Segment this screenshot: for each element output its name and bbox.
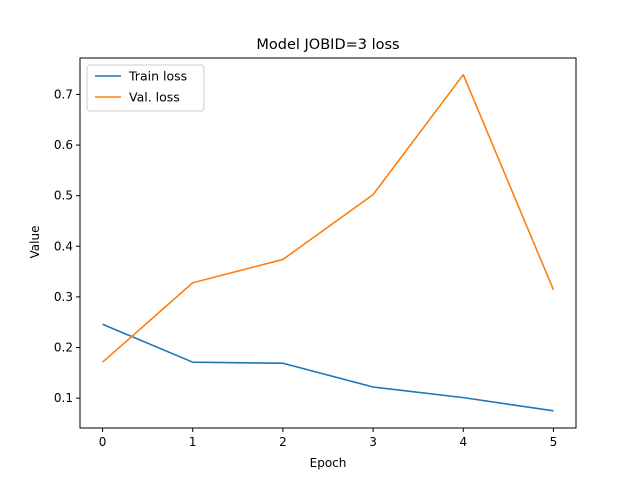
x-tick-label: 0 — [99, 435, 107, 449]
x-tick-label: 4 — [459, 435, 467, 449]
y-tick-label: 0.6 — [54, 138, 73, 152]
chart-title: Model JOBID=3 loss — [256, 37, 399, 53]
y-tick-label: 0.3 — [54, 290, 73, 304]
axes-frame — [79, 57, 577, 429]
series-lines — [102, 73, 555, 412]
x-tick-label: 3 — [369, 435, 377, 449]
x-tick-label: 1 — [189, 435, 197, 449]
series-line-val-loss — [102, 73, 555, 363]
x-axis-label: Epoch — [310, 456, 347, 470]
y-tick-label: 0.1 — [54, 391, 73, 405]
axis-ticks: 0 1 2 3 4 5 0.1 0.2 0.3 0.4 0.5 0.6 0.7 — [54, 87, 557, 449]
legend-entry-label: Train loss — [128, 69, 187, 84]
y-axis-label: Value — [28, 226, 42, 259]
x-tick-label: 5 — [550, 435, 558, 449]
y-tick-label: 0.4 — [54, 239, 73, 253]
x-tick-label: 2 — [279, 435, 287, 449]
series-line-train-loss — [102, 323, 554, 412]
y-tick-label: 0.7 — [54, 87, 73, 101]
legend-entry-label: Val. loss — [129, 90, 180, 105]
y-tick-label: 0.2 — [54, 341, 73, 355]
legend: Train loss Val. loss — [86, 64, 205, 112]
y-tick-label: 0.5 — [54, 189, 73, 203]
